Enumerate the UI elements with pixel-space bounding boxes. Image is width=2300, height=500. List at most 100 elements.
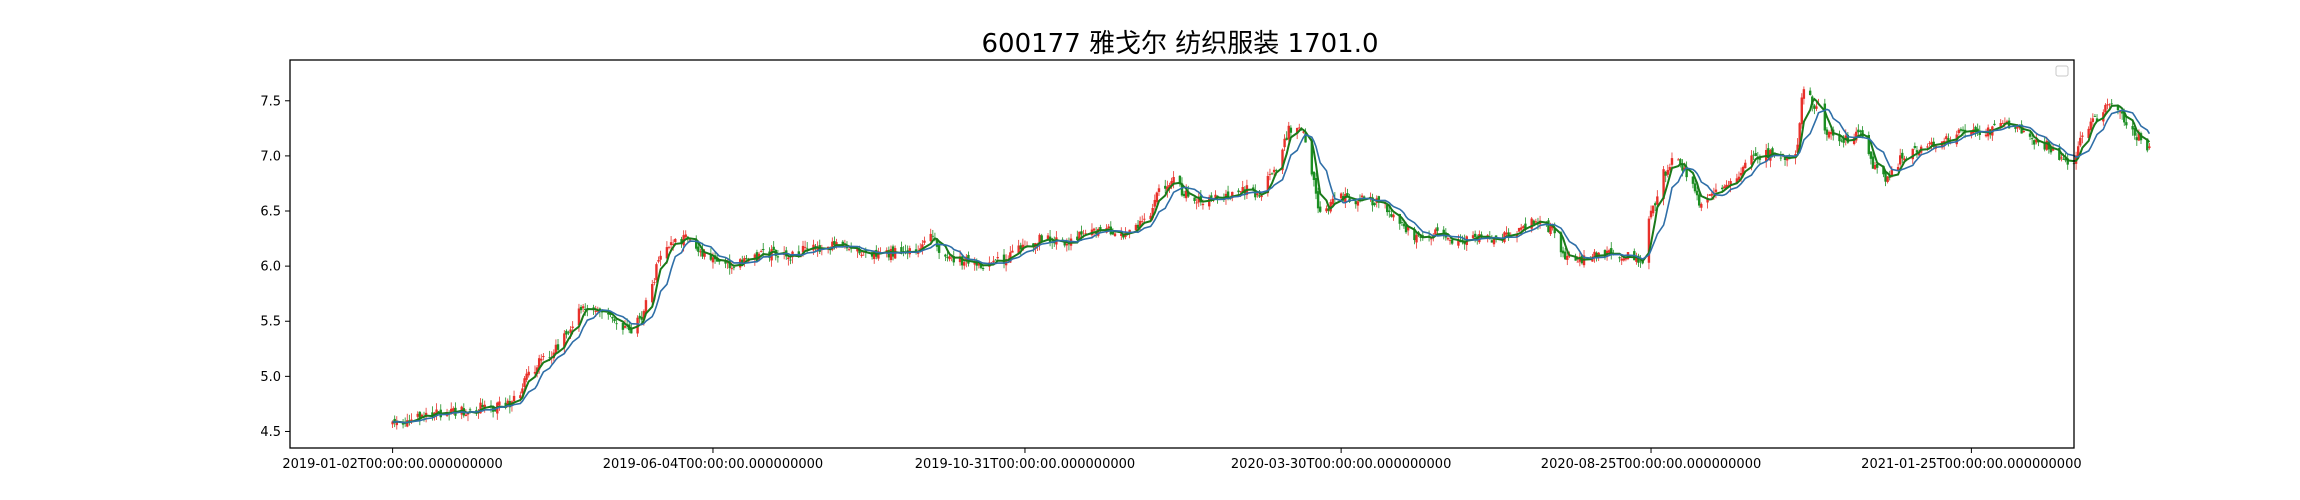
candle-body xyxy=(498,401,501,406)
candle-body xyxy=(2001,123,2005,125)
candle-body xyxy=(1314,177,1318,194)
candle-body xyxy=(1486,235,1489,237)
candle-body xyxy=(1406,226,1410,231)
candle-body xyxy=(797,251,801,257)
candle-body xyxy=(395,420,398,426)
candle-body xyxy=(1413,228,1416,241)
candle-body xyxy=(952,256,955,263)
candle-body xyxy=(1019,245,1022,250)
candle-body xyxy=(2079,137,2082,146)
candle-body xyxy=(1436,227,1439,231)
candle-body xyxy=(1210,195,1213,199)
candle-body xyxy=(1798,123,1801,147)
candle-body xyxy=(1241,186,1244,193)
candle-body xyxy=(1415,235,1418,243)
candle-body xyxy=(1473,233,1477,237)
candle-body xyxy=(1622,258,1626,261)
candle-body xyxy=(1339,193,1343,199)
candle-body xyxy=(1398,213,1401,224)
candle-body xyxy=(1377,196,1381,203)
ma-long-line xyxy=(392,108,2151,424)
chart-title: 600177 雅戈尔 纺织服装 1701.0 xyxy=(981,29,1378,59)
candle-body xyxy=(1053,242,1056,244)
candle-body xyxy=(745,258,748,260)
candle-body xyxy=(877,251,880,259)
candle-body xyxy=(1677,159,1680,161)
candle-body xyxy=(801,245,805,253)
candle-body xyxy=(1197,198,1200,203)
candle-body xyxy=(2118,110,2122,113)
candle-body xyxy=(1254,190,1257,198)
candle-body xyxy=(1593,251,1596,257)
candle-body xyxy=(1783,157,1787,160)
candle-body xyxy=(2022,130,2025,133)
candle-body xyxy=(789,259,792,261)
candle-body xyxy=(2120,111,2124,114)
legend-box xyxy=(2055,65,2069,77)
candle-body xyxy=(1656,196,1659,205)
candle-body xyxy=(1999,123,2002,128)
candle-body xyxy=(1046,235,1050,240)
candle-body xyxy=(1744,162,1747,169)
candle-body xyxy=(1767,148,1770,159)
candle-body xyxy=(1478,234,1481,243)
candle-body xyxy=(1959,129,1963,131)
candle-body xyxy=(1388,210,1391,212)
candle-body xyxy=(1610,248,1613,255)
candle-body xyxy=(979,262,983,268)
candle-body xyxy=(1637,255,1640,263)
candle-body xyxy=(1178,175,1182,185)
candle-body xyxy=(393,418,396,423)
candle-body xyxy=(787,257,790,260)
candle-body xyxy=(1157,188,1161,192)
candle-body xyxy=(1327,208,1330,211)
candle-body xyxy=(709,253,713,260)
candle-body xyxy=(1256,193,1259,196)
candle-body xyxy=(1390,214,1393,217)
candle-body xyxy=(1040,235,1043,242)
candle-body xyxy=(1961,129,1965,132)
candle-body xyxy=(1911,148,1914,160)
y-tick-label: 6.5 xyxy=(260,205,281,220)
candle-body xyxy=(1354,201,1357,205)
candle-body xyxy=(1434,229,1437,235)
candle-body xyxy=(1710,193,1713,196)
candle-body xyxy=(1283,138,1286,148)
candle-body xyxy=(831,241,834,250)
candle-body xyxy=(776,256,780,258)
candle-body xyxy=(1402,223,1406,227)
candle-body xyxy=(1681,164,1684,171)
candle-body xyxy=(1563,251,1567,260)
x-tick-label: 2020-08-25T00:00:00.000000000 xyxy=(1541,457,1761,472)
candle-body xyxy=(1664,171,1667,176)
candle-body xyxy=(701,248,704,257)
candle-body xyxy=(1867,134,1870,154)
candle-body xyxy=(401,422,405,425)
candle-body xyxy=(1662,169,1665,200)
candle-body xyxy=(2093,116,2097,117)
candle-body xyxy=(611,316,614,319)
candle-body xyxy=(1032,243,1035,247)
candle-body xyxy=(1846,134,1850,143)
candle-body xyxy=(1187,191,1190,197)
candle-body xyxy=(1170,181,1173,187)
candle-body xyxy=(638,315,641,319)
candle-body xyxy=(1386,204,1389,213)
candle-body xyxy=(960,256,964,266)
candle-body xyxy=(1869,151,1873,159)
candle-body xyxy=(2137,133,2141,141)
candle-body xyxy=(1758,158,1762,160)
candle-body xyxy=(1237,190,1240,193)
candle-body xyxy=(2148,146,2151,149)
candle-body xyxy=(1825,129,1829,135)
candle-body xyxy=(1318,206,1322,212)
candle-body xyxy=(1618,257,1621,259)
candle-body xyxy=(684,234,687,238)
candle-body xyxy=(772,246,775,251)
candle-body xyxy=(1930,141,1933,145)
candle-body xyxy=(1739,172,1743,176)
candle-body xyxy=(1802,89,1806,99)
candle-body xyxy=(1471,235,1475,239)
candle-body xyxy=(540,358,543,361)
